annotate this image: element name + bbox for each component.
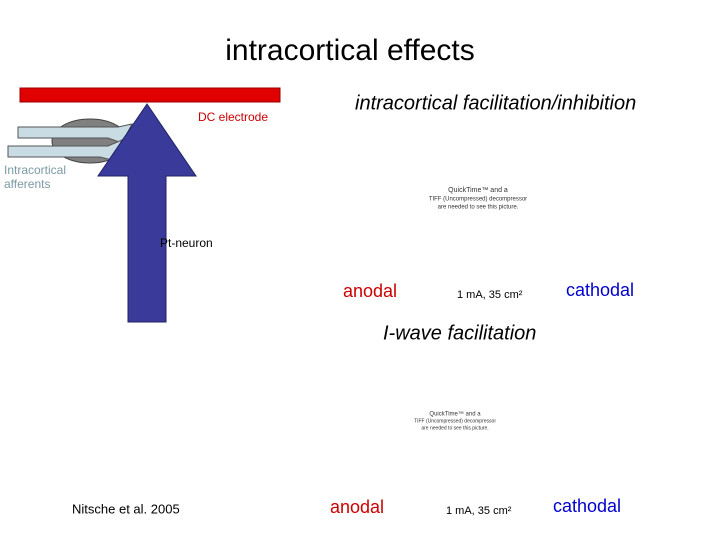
cathodal-label: cathodal [553,496,621,516]
electrode-label: DC electrode [198,110,268,124]
neuron-label: Pt-neuron [160,236,213,250]
image-placeholder: TIFF (Uncompressed) decompressor [414,418,496,424]
anodal-label: anodal [330,497,384,517]
cathodal-label: cathodal [566,280,634,300]
afferents-label: Intracortical [4,163,66,177]
pyramidal-neuron [97,103,197,323]
image-placeholder: QuickTime™ and a [429,411,481,418]
citation: Nitsche et al. 2005 [72,501,180,516]
image-placeholder: are needed to see this picture. [421,425,488,431]
panel-heading: I-wave facilitation [383,322,536,344]
afferents-label: afferents [4,177,50,191]
dc-electrode [19,87,281,103]
stimulation-params: 1 mA, 35 cm² [457,289,523,301]
image-placeholder: are needed to see this picture. [438,205,519,211]
anodal-label: anodal [343,281,397,301]
image-placeholder: QuickTime™ and a [448,187,508,194]
stimulation-params: 1 mA, 35 cm² [446,505,512,517]
panel-heading: intracortical facilitation/inhibition [355,92,636,114]
image-placeholder: TIFF (Uncompressed) decompressor [429,197,527,203]
slide-title: intracortical effects [225,34,475,67]
